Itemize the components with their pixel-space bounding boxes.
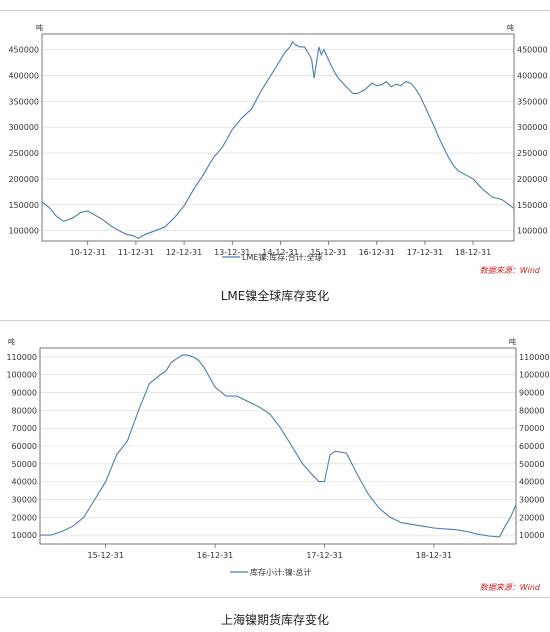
separator-middle [0,320,550,321]
y-tick-label: 40000 [12,478,37,487]
y-tick-label: 200000 [517,175,548,184]
y-tick-label: 50000 [519,460,544,469]
y-tick-label: 100000 [519,371,550,380]
grid-lines [40,356,516,536]
chart-caption-shfe: 上海镍期货库存变化 [220,613,329,627]
y-tick-label: 250000 [8,149,39,158]
y-tick-label: 450000 [517,46,548,55]
separator-bottom [0,597,550,598]
y-tick-label: 40000 [519,478,544,487]
legend-label: 库存小计:镍:总计 [250,567,311,577]
chart-caption-lme: LME镍全球库存变化 [220,289,330,303]
legend-label: LME镍:库存:合计:全球 [242,252,323,262]
x-tick-label: 10-12-31 [70,248,106,257]
y-tick-label: 90000 [519,389,544,398]
y-unit-right: 吨 [509,337,516,346]
y-ticks-left: 100000 150000 200000 250000 300000 350000 4000… [8,46,39,236]
x-tick-label: 16-12-31 [197,551,233,560]
x-tick-label: 16-12-31 [359,248,395,257]
x-tick-label: 18-12-31 [455,248,491,257]
x-tick-label: 12-12-31 [166,248,202,257]
y-tick-label: 20000 [519,513,544,522]
y-ticks-right: 100000 150000 200000 250000 300000 350000 4000… [517,46,548,236]
y-tick-label: 150000 [8,201,39,210]
x-tick-label: 11-12-31 [118,248,154,257]
y-tick-label: 70000 [519,424,544,433]
y-tick-label: 60000 [12,442,37,451]
x-tick-label: 13-12-31 [214,248,250,257]
y-tick-label: 10000 [519,531,544,540]
x-tick-label: 15-12-31 [87,551,123,560]
y-tick-label: 350000 [517,97,548,106]
grid-lines [42,49,514,231]
y-unit-left: 吨 [8,337,15,346]
x-tick-label: 15-12-31 [310,248,346,257]
y-tick-label: 80000 [519,406,544,415]
legend: 库存小计:镍:总计 [230,567,311,577]
y-ticks-left: 10000 20000 30000 40000 50000 60000 70000 80000… [6,353,37,540]
series-line-lme-nickel [41,40,515,240]
separator-top [0,10,550,11]
y-tick-label: 10000 [12,531,37,540]
y-tick-label: 350000 [8,97,39,106]
y-tick-label: 30000 [519,495,544,504]
x-tick-label: 14-12-31 [262,248,298,257]
data-source: 数据来源：Wind [480,266,541,275]
y-tick-label: 50000 [12,460,37,469]
x-ticks: 15-12-31 16-12-31 17-12-31 18-12-31 [87,544,452,560]
y-tick-label: 80000 [12,406,37,415]
y-tick-label: 400000 [517,71,548,80]
x-tick-label: 17-12-31 [407,248,443,257]
shfe-nickel-chart: 吨 吨 10000 20000 30000 40000 50000 60000 70000 8… [6,337,550,592]
x-tick-label: 18-12-31 [416,551,452,560]
y-tick-label: 150000 [517,201,548,210]
y-unit-right: 吨 [507,23,514,32]
y-tick-label: 30000 [12,495,37,504]
y-tick-label: 100000 [6,371,37,380]
data-source: 数据来源：Wind [480,583,541,592]
legend: LME镍:库存:合计:全球 [222,252,323,262]
y-tick-label: 110000 [519,353,550,362]
y-tick-label: 100000 [8,227,39,236]
plot-frame [41,33,515,242]
lme-nickel-chart: 吨 吨 100000 150000 200000 250000 300000 350000… [8,23,548,275]
plot-frame [39,347,517,545]
y-unit-left: 吨 [36,23,43,32]
x-tick-label: 17-12-31 [306,551,342,560]
y-tick-label: 250000 [517,149,548,158]
y-tick-label: 20000 [12,513,37,522]
y-ticks-right: 10000 20000 30000 40000 50000 60000 70000 80000… [519,353,550,540]
series-line-shfe-nickel [40,354,517,538]
y-tick-label: 100000 [517,227,548,236]
y-tick-label: 70000 [12,424,37,433]
y-tick-label: 300000 [517,123,548,132]
y-tick-label: 450000 [8,46,39,55]
x-ticks: 10-12-31 11-12-31 12-12-31 13-12-31 14-12-31… [70,241,491,257]
y-tick-label: 110000 [6,353,37,362]
y-tick-label: 400000 [8,71,39,80]
y-tick-label: 300000 [8,123,39,132]
y-tick-label: 200000 [8,175,39,184]
y-tick-label: 90000 [12,389,37,398]
y-tick-label: 60000 [519,442,544,451]
